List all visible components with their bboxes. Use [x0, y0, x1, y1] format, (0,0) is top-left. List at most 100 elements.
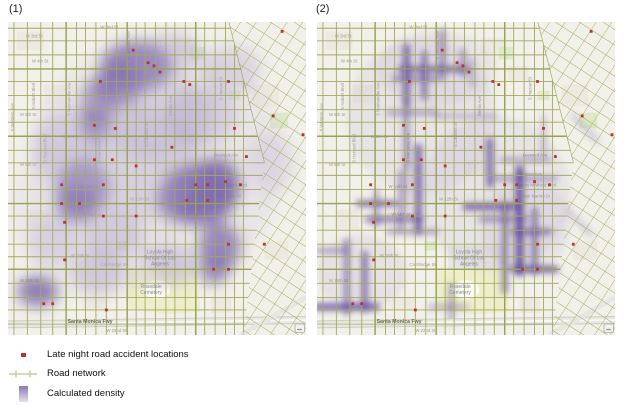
legend-item-density: Calculated density	[8, 383, 308, 404]
accident-point	[402, 158, 405, 162]
school-label: Loyola High	[147, 250, 174, 256]
accident-point	[455, 61, 459, 65]
freeway-label: Santa Monica Fwy	[68, 319, 113, 325]
accident-point	[497, 83, 501, 86]
svg-text:W 9th St: W 9th St	[329, 162, 346, 167]
school-label: Loyola High	[456, 250, 483, 256]
map-panel-network-density: W 3rd StW 2nd StW 4th StW 6th StW 8th St…	[317, 22, 615, 335]
accident-point	[194, 183, 198, 187]
density-swatch-icon	[18, 385, 28, 402]
accident-point	[182, 80, 186, 83]
accident-point	[515, 199, 519, 202]
map-panel-kernel-density: W 3rd StW 2nd StW 4th StW 6th StW 8th St…	[8, 22, 306, 335]
accident-point	[402, 123, 405, 127]
accident-point	[110, 158, 114, 162]
accident-point	[104, 308, 108, 312]
accident-point	[410, 183, 414, 187]
accident-point	[351, 302, 355, 306]
road-grid-major	[317, 22, 574, 335]
accident-point	[134, 214, 138, 218]
accident-point	[185, 199, 189, 202]
svg-text:S Western Ave: S Western Ave	[10, 103, 15, 132]
accident-point	[78, 202, 81, 205]
cemetery-label: Rosedale	[140, 284, 161, 290]
accident-point	[224, 180, 227, 184]
accident-point	[134, 164, 138, 168]
accident-point	[369, 202, 373, 205]
legend-label-accidents: Late night road accident locations	[47, 349, 189, 360]
accident-point	[548, 183, 551, 187]
accident-point	[554, 155, 557, 158]
accident-point	[146, 61, 150, 65]
accident-point	[51, 302, 55, 306]
cemetery-label: Rosedale	[449, 284, 470, 290]
accident-point	[503, 183, 507, 187]
svg-text:W 3rd St: W 3rd St	[335, 34, 353, 39]
accident-point	[494, 199, 498, 202]
accident-point	[410, 214, 414, 218]
accident-point	[536, 242, 539, 246]
legend-label-roads: Road network	[47, 368, 106, 379]
accident-point	[158, 70, 162, 74]
accident-point	[93, 158, 96, 162]
panel-1-label: (1)	[9, 3, 23, 15]
accident-point	[131, 48, 135, 52]
accident-point	[479, 145, 483, 149]
road-line-icon	[9, 370, 37, 377]
svg-text:W 2nd St: W 2nd St	[100, 24, 118, 29]
accident-point	[63, 220, 67, 224]
accident-point-icon	[20, 352, 26, 357]
accident-point	[461, 64, 465, 68]
accident-point	[571, 242, 575, 246]
map-corner-icon	[294, 323, 305, 333]
accident-point	[63, 258, 67, 262]
accident-point	[239, 183, 242, 187]
accident-point	[188, 83, 192, 86]
accident-points	[351, 29, 614, 312]
accident-point	[262, 242, 266, 246]
panel-2-label: (2)	[316, 3, 330, 15]
accident-point	[280, 29, 284, 33]
accident-point	[301, 133, 305, 137]
accident-point	[206, 183, 210, 187]
accident-point	[521, 267, 525, 271]
svg-text:W 6th St: W 6th St	[20, 112, 37, 117]
svg-text:W 3rd St: W 3rd St	[26, 34, 44, 39]
cemetery-inner-shape	[452, 280, 480, 300]
accident-point	[467, 70, 471, 74]
accident-point	[610, 133, 614, 137]
svg-text:Cambridge St: Cambridge St	[409, 262, 436, 267]
accident-point	[101, 183, 105, 187]
accident-point	[422, 127, 426, 130]
accident-point	[440, 48, 444, 52]
map-corner-icon	[603, 323, 614, 333]
accident-point	[60, 183, 64, 187]
accident-point	[60, 202, 64, 205]
svg-text:W 2nd St: W 2nd St	[409, 24, 427, 29]
legend-item-roads: Road network	[8, 364, 308, 383]
accident-point	[542, 127, 545, 130]
accident-point	[93, 123, 96, 127]
accident-point	[515, 183, 519, 187]
legend: Late night road accident locations Road …	[8, 345, 308, 404]
svg-text:S Hobart Blvd: S Hobart Blvd	[340, 83, 345, 110]
accident-point	[407, 80, 411, 83]
accident-point	[245, 155, 248, 158]
accident-point	[536, 80, 539, 83]
accident-point	[233, 127, 236, 130]
legend-item-accidents: Late night road accident locations	[8, 345, 308, 364]
legend-label-density: Calculated density	[47, 388, 125, 399]
school-label: Angeles	[460, 262, 479, 268]
svg-text:S Western Ave: S Western Ave	[319, 103, 324, 132]
accident-point	[491, 80, 495, 83]
accident-point	[589, 29, 593, 33]
school-label: School Of Los	[144, 256, 176, 262]
accident-point	[170, 145, 174, 149]
accident-point	[533, 180, 536, 184]
accident-point	[152, 64, 156, 68]
accident-point	[419, 158, 423, 162]
accident-point	[580, 114, 584, 118]
cemetery-label: Cemetery	[140, 290, 162, 296]
